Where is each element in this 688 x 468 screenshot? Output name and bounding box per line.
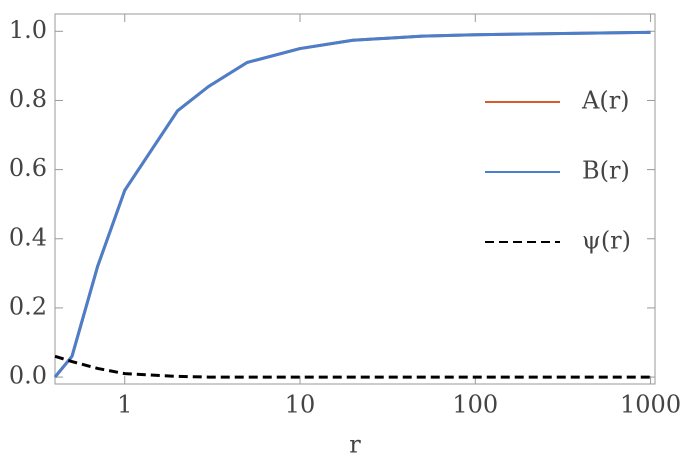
y-tick-label: 0.2 bbox=[9, 292, 47, 320]
series-line bbox=[53, 30, 651, 379]
y-tick-label: 1.0 bbox=[9, 16, 47, 44]
plot-frame bbox=[54, 13, 656, 385]
x-tick-label: 100 bbox=[452, 391, 498, 419]
legend-label: B(r) bbox=[582, 157, 630, 185]
x-axis-label: r bbox=[349, 431, 361, 459]
y-tick-label: 0.4 bbox=[9, 223, 47, 251]
y-tick-label: 0.6 bbox=[9, 154, 47, 182]
x-tick-label: 1000 bbox=[620, 391, 681, 419]
legend-label: ψ(r) bbox=[582, 227, 631, 255]
legend-label: A(r) bbox=[581, 87, 630, 115]
series-line bbox=[54, 354, 651, 379]
series-line bbox=[53, 30, 651, 379]
x-tick-label: 1 bbox=[117, 391, 132, 419]
x-tick-label: 10 bbox=[285, 391, 316, 419]
y-tick-label: 0.0 bbox=[9, 362, 47, 390]
y-tick-label: 0.8 bbox=[9, 85, 47, 113]
